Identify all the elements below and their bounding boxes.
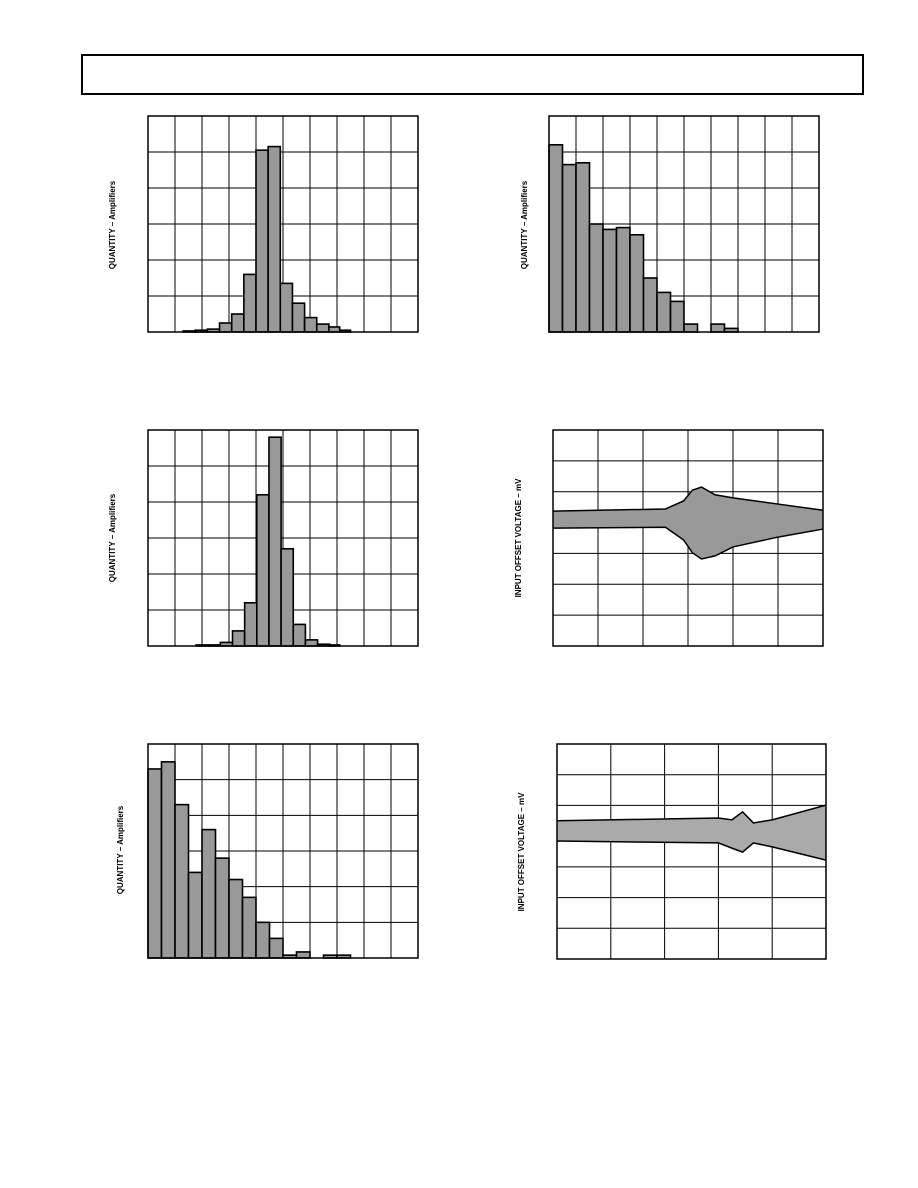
bar xyxy=(214,857,230,959)
bar xyxy=(548,144,564,333)
bar xyxy=(267,145,282,333)
bar xyxy=(629,234,645,333)
bar xyxy=(669,300,685,333)
bar xyxy=(642,277,658,333)
bar xyxy=(201,828,217,959)
bar xyxy=(218,322,233,333)
bar xyxy=(268,937,284,959)
plot-frame xyxy=(548,115,820,333)
band-edge xyxy=(556,840,827,861)
bar xyxy=(588,223,604,333)
bar xyxy=(256,493,270,647)
band-edge xyxy=(556,804,827,824)
bar xyxy=(231,630,246,647)
bar xyxy=(160,761,176,959)
bar xyxy=(243,601,258,647)
bar xyxy=(303,316,318,333)
bar xyxy=(228,878,244,959)
bar xyxy=(292,623,307,647)
bar xyxy=(291,302,306,333)
y-axis-label: QUANTITY – Amplifiers xyxy=(108,180,117,269)
band-fill xyxy=(557,805,826,861)
plot-frame xyxy=(147,743,419,959)
y-axis-label: QUANTITY – Amplifiers xyxy=(116,805,125,894)
plot-frame xyxy=(147,429,419,647)
bar xyxy=(147,768,163,959)
bar xyxy=(243,273,257,333)
bar xyxy=(683,323,699,333)
bar xyxy=(280,547,295,647)
bar xyxy=(230,313,245,333)
bar xyxy=(561,163,577,333)
band-fill xyxy=(553,487,823,559)
header-box xyxy=(81,54,864,95)
bar xyxy=(710,323,726,333)
bar xyxy=(328,326,341,333)
bar xyxy=(279,282,294,333)
band-edge xyxy=(552,486,824,512)
bar xyxy=(575,162,591,333)
plot-frame xyxy=(552,429,824,647)
y-axis-label: QUANTITY – Amplifiers xyxy=(520,180,529,269)
bar xyxy=(615,226,631,333)
bar xyxy=(656,291,672,333)
bar xyxy=(241,896,257,959)
plot-frame xyxy=(147,115,419,333)
bar xyxy=(268,436,282,647)
plot-frame xyxy=(556,743,827,960)
bar xyxy=(602,228,618,333)
bar xyxy=(295,951,311,959)
band-edge xyxy=(552,526,824,560)
bar xyxy=(187,871,203,959)
y-axis-label: INPUT OFFSET VOLTAGE – mV xyxy=(517,792,526,911)
bar xyxy=(174,803,190,959)
bar xyxy=(304,639,319,647)
bar xyxy=(255,921,271,959)
bar xyxy=(255,149,269,333)
y-axis-label: INPUT OFFSET VOLTAGE – mV xyxy=(514,478,523,597)
bar xyxy=(315,323,330,333)
y-axis-label: QUANTITY – Amplifiers xyxy=(108,493,117,582)
